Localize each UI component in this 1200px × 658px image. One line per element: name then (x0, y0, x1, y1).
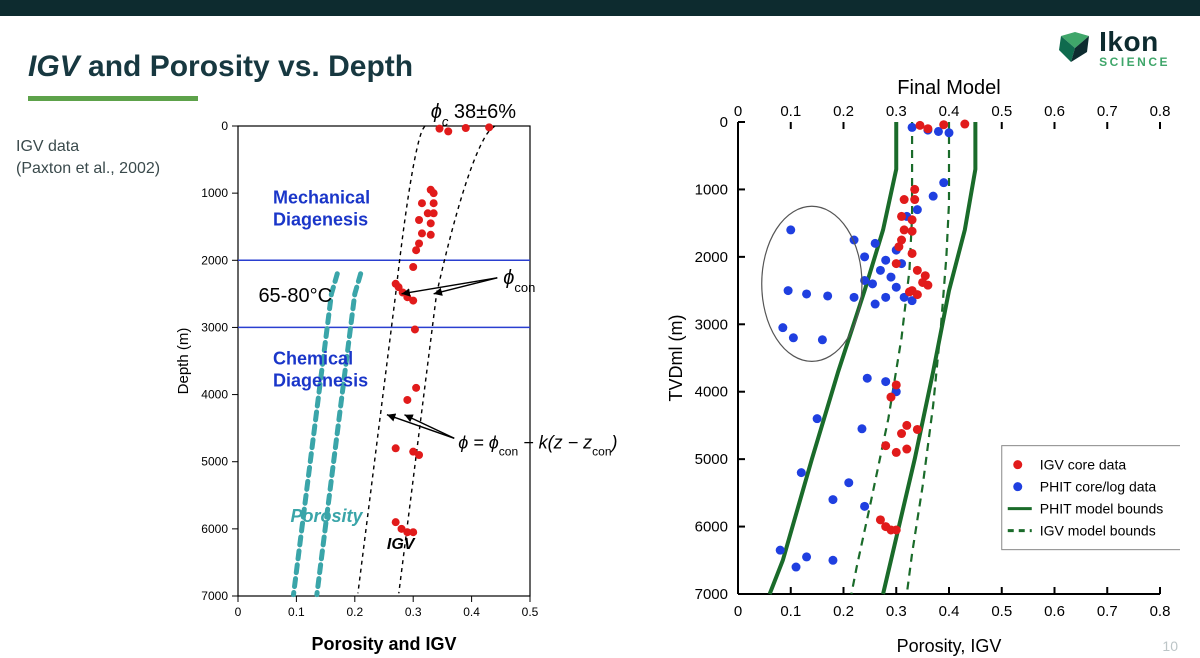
svg-text:0.1: 0.1 (288, 605, 305, 619)
svg-text:65-80°C: 65-80°C (258, 285, 332, 307)
caption-line2: (Paxton et al., 2002) (16, 158, 160, 180)
logo-sub: SCIENCE (1099, 56, 1170, 68)
svg-text:Final Model: Final Model (897, 77, 1000, 99)
svg-text:Porosity: Porosity (291, 506, 364, 526)
svg-text:0: 0 (734, 603, 742, 620)
svg-text:0.2: 0.2 (346, 605, 363, 619)
svg-text:Porosity and IGV: Porosity and IGV (311, 634, 456, 654)
page-number: 10 (1162, 638, 1178, 654)
svg-text:0.1: 0.1 (780, 603, 801, 620)
svg-text:0.8: 0.8 (1150, 103, 1171, 120)
logo-name: Ikon (1099, 28, 1170, 56)
svg-text:0.8: 0.8 (1150, 603, 1171, 620)
svg-text:0.4: 0.4 (939, 103, 960, 120)
svg-text:0.3: 0.3 (886, 103, 907, 120)
svg-text:6000: 6000 (695, 519, 728, 536)
svg-text:0: 0 (221, 119, 228, 133)
svg-text:Diagenesis: Diagenesis (273, 209, 368, 229)
caption-line1: IGV data (16, 136, 160, 158)
svg-text:3000: 3000 (201, 320, 228, 334)
svg-text:Porosity, IGV: Porosity, IGV (897, 636, 1002, 656)
svg-text:1000: 1000 (201, 186, 228, 200)
svg-text:IGV: IGV (387, 536, 416, 553)
svg-text:6000: 6000 (201, 522, 228, 536)
svg-text:0: 0 (235, 605, 242, 619)
svg-text:2000: 2000 (695, 249, 728, 266)
svg-text:0.7: 0.7 (1097, 603, 1118, 620)
title-text: IGV and Porosity vs. Depth (28, 50, 413, 83)
svg-text:2000: 2000 (201, 253, 228, 267)
svg-text:Diagenesis: Diagenesis (273, 370, 368, 390)
svg-text:TVDml (m): TVDml (m) (666, 315, 686, 402)
svg-text:7000: 7000 (201, 589, 228, 603)
svg-text:0: 0 (734, 103, 742, 120)
logo-mark-icon (1057, 30, 1093, 66)
top-bar (0, 0, 1200, 16)
svg-text:IGV model bounds: IGV model bounds (1040, 523, 1156, 539)
svg-text:5000: 5000 (695, 451, 728, 468)
svg-text:4000: 4000 (201, 388, 228, 402)
svg-text:3000: 3000 (695, 316, 728, 333)
svg-text:Mechanical: Mechanical (273, 187, 370, 207)
right-chart: Final Model000.10.10.20.20.30.30.40.40.5… (660, 74, 1180, 658)
svg-text:Chemical: Chemical (273, 348, 353, 368)
svg-text:PHIT model bounds: PHIT model bounds (1040, 501, 1163, 517)
svg-text:4000: 4000 (695, 384, 728, 401)
svg-text:0.3: 0.3 (886, 603, 907, 620)
svg-text:0.1: 0.1 (780, 103, 801, 120)
svg-text:ϕ = ϕcon − k(z − zcon): ϕ = ϕcon − k(z − zcon) (458, 432, 617, 458)
svg-text:7000: 7000 (695, 586, 728, 603)
svg-text:5000: 5000 (201, 455, 228, 469)
svg-text:0.2: 0.2 (833, 103, 854, 120)
svg-text:0.3: 0.3 (405, 605, 422, 619)
left-chart-svg: 0 1000 2000 3000 4000 5000 6000 7000 0 0.1 0.2 0.3 0… (170, 98, 660, 658)
svg-text:PHIT core/log data: PHIT core/log data (1040, 479, 1157, 495)
svg-text:0.4: 0.4 (939, 603, 960, 620)
svg-text:1000: 1000 (695, 181, 728, 198)
svg-text:0.5: 0.5 (991, 103, 1012, 120)
right-chart-svg: Final Model000.10.10.20.20.30.30.40.40.5… (660, 74, 1180, 658)
source-caption: IGV data (Paxton et al., 2002) (16, 136, 160, 181)
brand-logo: Ikon SCIENCE (1057, 28, 1170, 68)
left-chart: 0 1000 2000 3000 4000 5000 6000 7000 0 0.1 0.2 0.3 0… (170, 98, 660, 658)
svg-text:ϕc 38±6%: ϕc 38±6% (431, 101, 517, 129)
svg-text:0.6: 0.6 (1044, 603, 1065, 620)
svg-text:0.2: 0.2 (833, 603, 854, 620)
svg-text:0.5: 0.5 (522, 605, 539, 619)
svg-text:IGV core data: IGV core data (1040, 457, 1127, 473)
svg-text:0: 0 (720, 114, 728, 131)
svg-text:0.7: 0.7 (1097, 103, 1118, 120)
svg-text:Depth (m): Depth (m) (175, 328, 192, 395)
svg-text:0.5: 0.5 (991, 603, 1012, 620)
svg-text:0.6: 0.6 (1044, 103, 1065, 120)
page-title: IGV and Porosity vs. Depth (28, 50, 413, 84)
svg-text:0.4: 0.4 (463, 605, 480, 619)
